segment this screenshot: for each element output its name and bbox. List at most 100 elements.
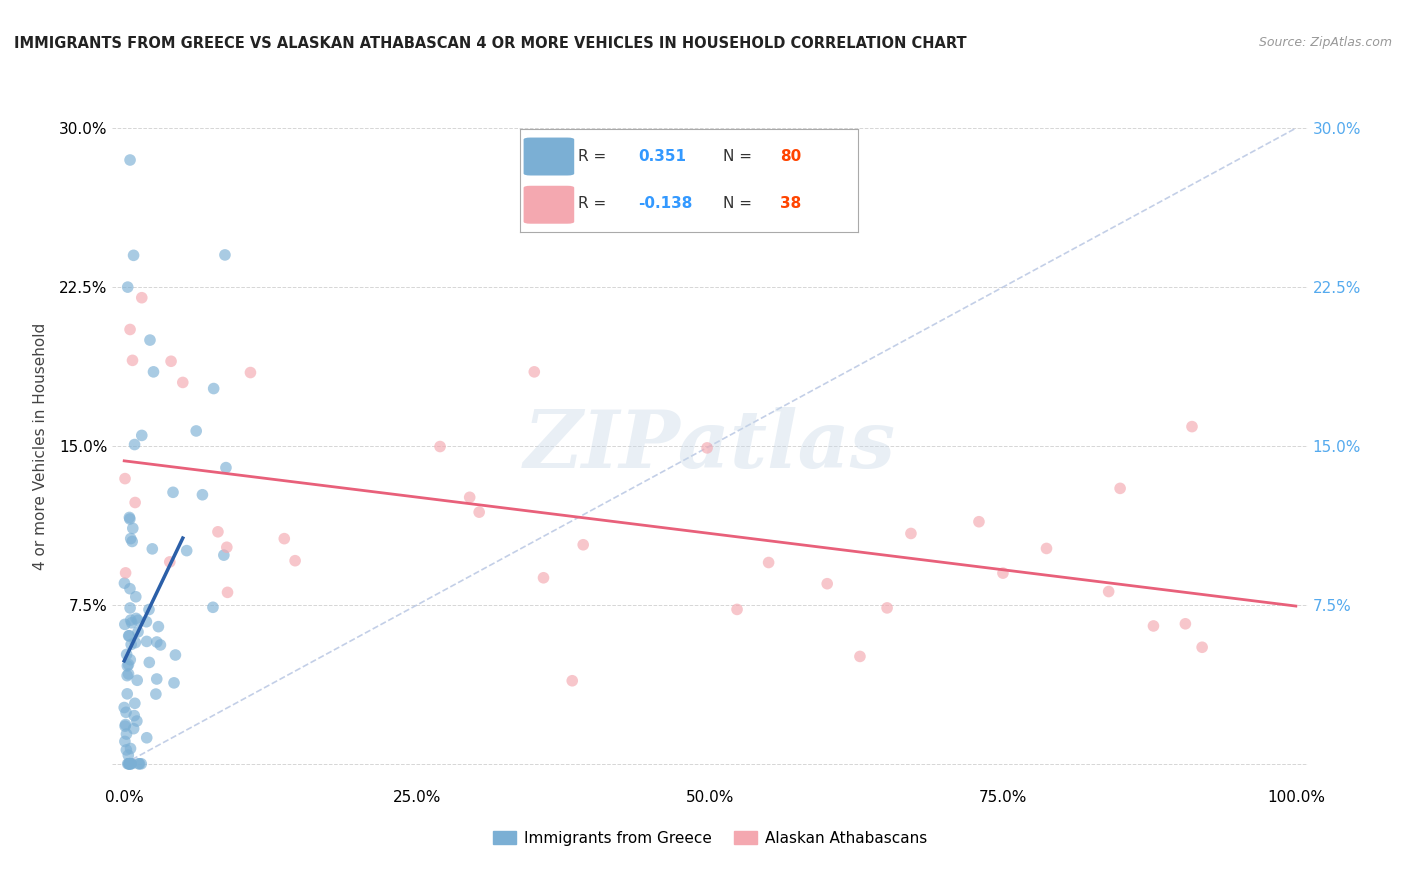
Point xyxy=(120,741,142,756)
Point xyxy=(159,555,181,569)
Point xyxy=(121,615,143,630)
Point xyxy=(117,657,139,672)
Point xyxy=(117,756,139,771)
Point xyxy=(202,382,225,396)
Point xyxy=(114,717,136,731)
Legend: Immigrants from Greece, Alaskan Athabascans: Immigrants from Greece, Alaskan Athabasc… xyxy=(486,824,934,852)
Point xyxy=(215,460,238,475)
Point xyxy=(120,653,142,667)
Point xyxy=(131,291,153,305)
Point xyxy=(127,673,149,688)
Point xyxy=(120,153,141,167)
Point xyxy=(149,638,172,652)
Point xyxy=(121,353,143,368)
Text: Source: ZipAtlas.com: Source: ZipAtlas.com xyxy=(1258,36,1392,49)
Point xyxy=(572,538,595,552)
Point xyxy=(162,485,184,500)
Point xyxy=(125,611,148,625)
Point xyxy=(458,490,481,504)
Point xyxy=(696,441,718,455)
Point xyxy=(114,734,136,748)
Point xyxy=(900,526,922,541)
Point xyxy=(165,648,187,662)
Point xyxy=(1035,541,1057,556)
Point xyxy=(1142,619,1164,633)
Point xyxy=(115,668,138,682)
Point xyxy=(145,672,167,686)
Point xyxy=(117,748,139,763)
Point xyxy=(1191,640,1213,655)
Point xyxy=(118,582,141,596)
Point xyxy=(207,524,229,539)
Point xyxy=(561,673,583,688)
Point xyxy=(128,756,150,771)
Point xyxy=(1098,584,1121,599)
Point xyxy=(124,696,146,710)
Point xyxy=(1174,616,1197,631)
Point xyxy=(118,756,141,771)
Point xyxy=(849,649,872,664)
Text: 0.351: 0.351 xyxy=(638,149,686,164)
Point xyxy=(131,428,153,442)
Point xyxy=(160,354,183,368)
Text: 38: 38 xyxy=(780,196,801,211)
Point xyxy=(118,512,141,526)
Point xyxy=(114,719,136,733)
Point xyxy=(117,658,139,673)
Point xyxy=(114,472,136,486)
Point xyxy=(117,667,139,681)
Text: -0.138: -0.138 xyxy=(638,196,693,211)
Point xyxy=(117,280,139,294)
Point xyxy=(118,756,141,771)
Point xyxy=(124,495,146,509)
Point xyxy=(120,601,142,615)
Point xyxy=(120,613,142,627)
Point xyxy=(176,543,198,558)
Point xyxy=(115,648,138,662)
Point xyxy=(1109,482,1132,496)
Point xyxy=(122,248,145,262)
Point xyxy=(186,424,208,438)
Point xyxy=(121,534,143,549)
Point xyxy=(115,727,138,741)
Point xyxy=(523,365,546,379)
Point xyxy=(128,756,150,771)
Point xyxy=(142,365,165,379)
Point xyxy=(122,708,145,723)
Point xyxy=(172,376,194,390)
Point xyxy=(201,600,224,615)
Point xyxy=(148,620,170,634)
Point xyxy=(124,437,146,451)
Point xyxy=(273,532,295,546)
Point xyxy=(145,635,167,649)
Point xyxy=(284,554,307,568)
Point xyxy=(145,687,167,701)
Point xyxy=(118,756,141,771)
Point xyxy=(120,532,142,546)
Point xyxy=(815,576,838,591)
Text: ZIPatlas: ZIPatlas xyxy=(524,408,896,484)
Point xyxy=(127,624,149,639)
Point xyxy=(141,541,163,556)
Point xyxy=(468,505,491,519)
Point xyxy=(125,590,148,604)
Point xyxy=(135,634,157,648)
Text: N =: N = xyxy=(723,149,752,164)
Point xyxy=(114,617,136,632)
Point xyxy=(215,541,238,555)
Point xyxy=(533,571,555,585)
Text: 80: 80 xyxy=(780,149,801,164)
Y-axis label: 4 or more Vehicles in Household: 4 or more Vehicles in Household xyxy=(32,322,48,570)
Point xyxy=(112,700,135,714)
Point xyxy=(239,366,262,380)
Point xyxy=(129,756,152,771)
Point xyxy=(139,333,162,347)
Point xyxy=(135,615,157,629)
Point xyxy=(124,635,146,649)
Point xyxy=(120,637,142,651)
Point xyxy=(135,731,157,745)
Point xyxy=(725,602,748,616)
Text: N =: N = xyxy=(723,196,752,211)
Point xyxy=(120,322,141,336)
Point xyxy=(127,613,149,627)
